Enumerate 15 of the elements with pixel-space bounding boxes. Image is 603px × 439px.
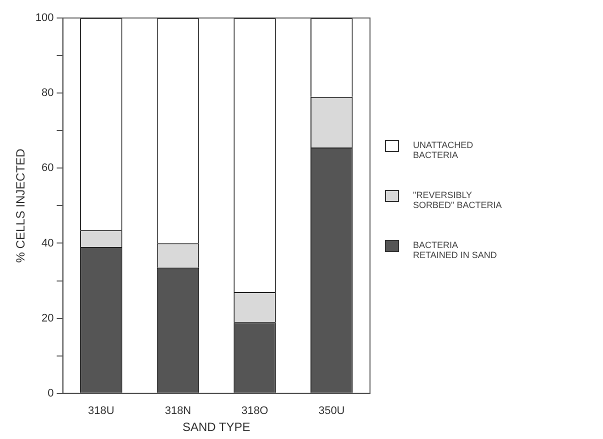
legend-label: BACTERIA RETAINED IN SAND xyxy=(413,240,498,260)
y-axis-title: % CELLS INJECTED xyxy=(14,148,28,263)
x-tick-label: 318U xyxy=(88,405,114,418)
x-tick-label: 350U xyxy=(318,405,345,418)
legend-label: "REVERSIBLY SORBED" BACTERIA xyxy=(413,190,503,210)
x-axis-title: SAND TYPE xyxy=(182,420,250,434)
x-tick-label: 318N xyxy=(164,405,192,418)
y-tick-label: 60 xyxy=(42,162,54,174)
y-tick-label: 80 xyxy=(42,87,54,100)
y-tick-label: 100 xyxy=(35,12,54,24)
y-tick-label: 20 xyxy=(42,312,54,324)
y-tick-label: 0 xyxy=(48,387,54,400)
y-tick-label: 40 xyxy=(42,237,54,250)
text: UNATTACHED BACTERIA xyxy=(413,140,474,160)
x-tick-label: 318O xyxy=(241,405,269,418)
